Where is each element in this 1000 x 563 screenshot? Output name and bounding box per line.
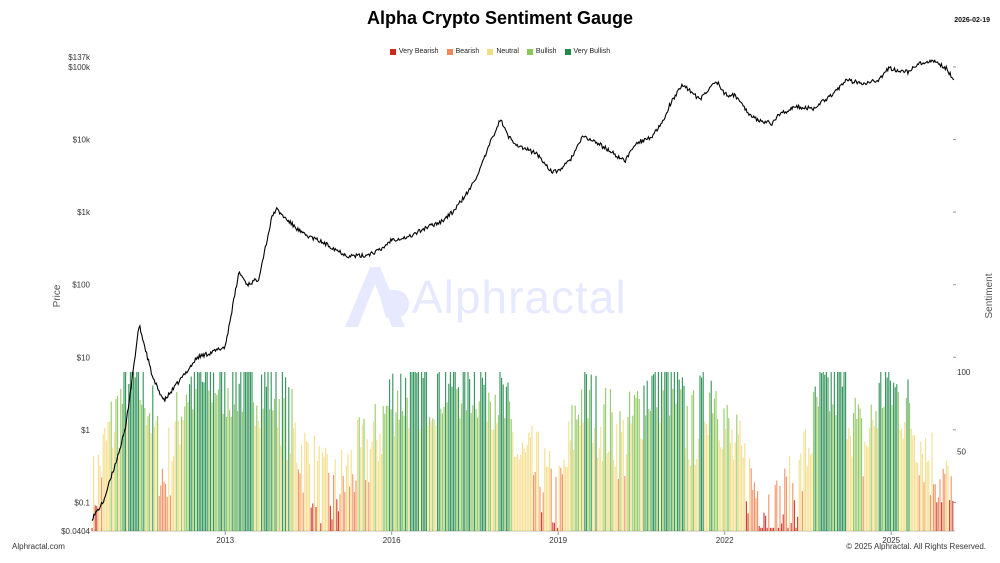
- alphractal-logo-icon: [345, 267, 409, 327]
- legend-item[interactable]: Neutral: [487, 48, 519, 55]
- y-tick-label: $1: [81, 426, 90, 435]
- chart-title: Alpha Crypto Sentiment Gauge: [366, 8, 634, 28]
- sentiment-bars: [91, 372, 954, 531]
- watermark-text: Alphractal: [412, 271, 627, 323]
- legend-swatch: [446, 48, 453, 55]
- legend-swatch: [487, 48, 494, 55]
- x-tick-label: 2019: [549, 536, 567, 545]
- legend-swatch: [389, 48, 396, 55]
- y-tick-label: $10: [77, 353, 91, 362]
- footer-copyright: © 2025 Alphractal. All Rights Reserved.: [846, 542, 986, 551]
- y-tick-label: $0.1: [74, 498, 90, 507]
- x-tick-label: 2025: [882, 536, 900, 545]
- legend-label: Bearish: [455, 48, 480, 55]
- legend-item[interactable]: Bearish: [446, 48, 480, 55]
- legend-item[interactable]: Very Bullish: [564, 48, 611, 55]
- legend-label: Very Bearish: [398, 48, 439, 55]
- y-tick-label: $1k: [77, 208, 91, 217]
- y-tick-label: $100k: [68, 63, 91, 72]
- legend-label: Very Bullish: [573, 48, 611, 55]
- legend: Very Bearish Bearish Neutral Bullish Very Bu…: [0, 48, 1000, 55]
- price-line: [91, 59, 955, 522]
- watermark: Alphractal: [340, 262, 670, 332]
- legend-item[interactable]: Very Bearish: [389, 48, 439, 55]
- legend-label: Neutral: [496, 48, 519, 55]
- y-tick-label: $137k: [68, 53, 91, 62]
- y-tick-label: $0.0404: [61, 527, 90, 536]
- y2-axis-label: Sentiment: [984, 273, 995, 318]
- y2-tick-label: 100: [957, 368, 971, 377]
- y2-tick-label: 50: [957, 448, 966, 457]
- legend-swatch: [564, 48, 571, 55]
- x-tick-label: 2022: [716, 536, 734, 545]
- legend-swatch: [526, 48, 533, 55]
- y-tick-label: $100: [72, 281, 90, 290]
- report-date: 2026-02-19: [954, 17, 990, 24]
- x-tick-label: 2016: [383, 536, 401, 545]
- x-tick-label: 2013: [216, 536, 234, 545]
- footer-site: Alphractal.com: [12, 542, 65, 551]
- legend-label: Bullish: [535, 48, 557, 55]
- y-axis-label: Price: [52, 284, 63, 307]
- legend-item[interactable]: Bullish: [526, 48, 557, 55]
- y-tick-label: $10k: [73, 136, 91, 145]
